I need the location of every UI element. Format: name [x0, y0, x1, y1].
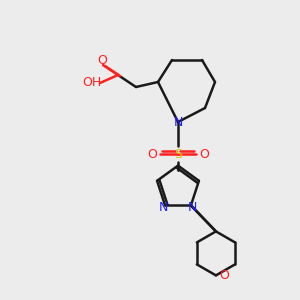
Text: O: O: [97, 55, 107, 68]
Text: O: O: [219, 269, 229, 282]
Text: N: N: [158, 201, 168, 214]
Text: OH: OH: [82, 76, 102, 89]
Text: N: N: [188, 201, 198, 214]
Text: N: N: [173, 116, 183, 128]
Text: O: O: [199, 148, 209, 160]
Text: O: O: [147, 148, 157, 160]
Text: S: S: [174, 148, 182, 160]
